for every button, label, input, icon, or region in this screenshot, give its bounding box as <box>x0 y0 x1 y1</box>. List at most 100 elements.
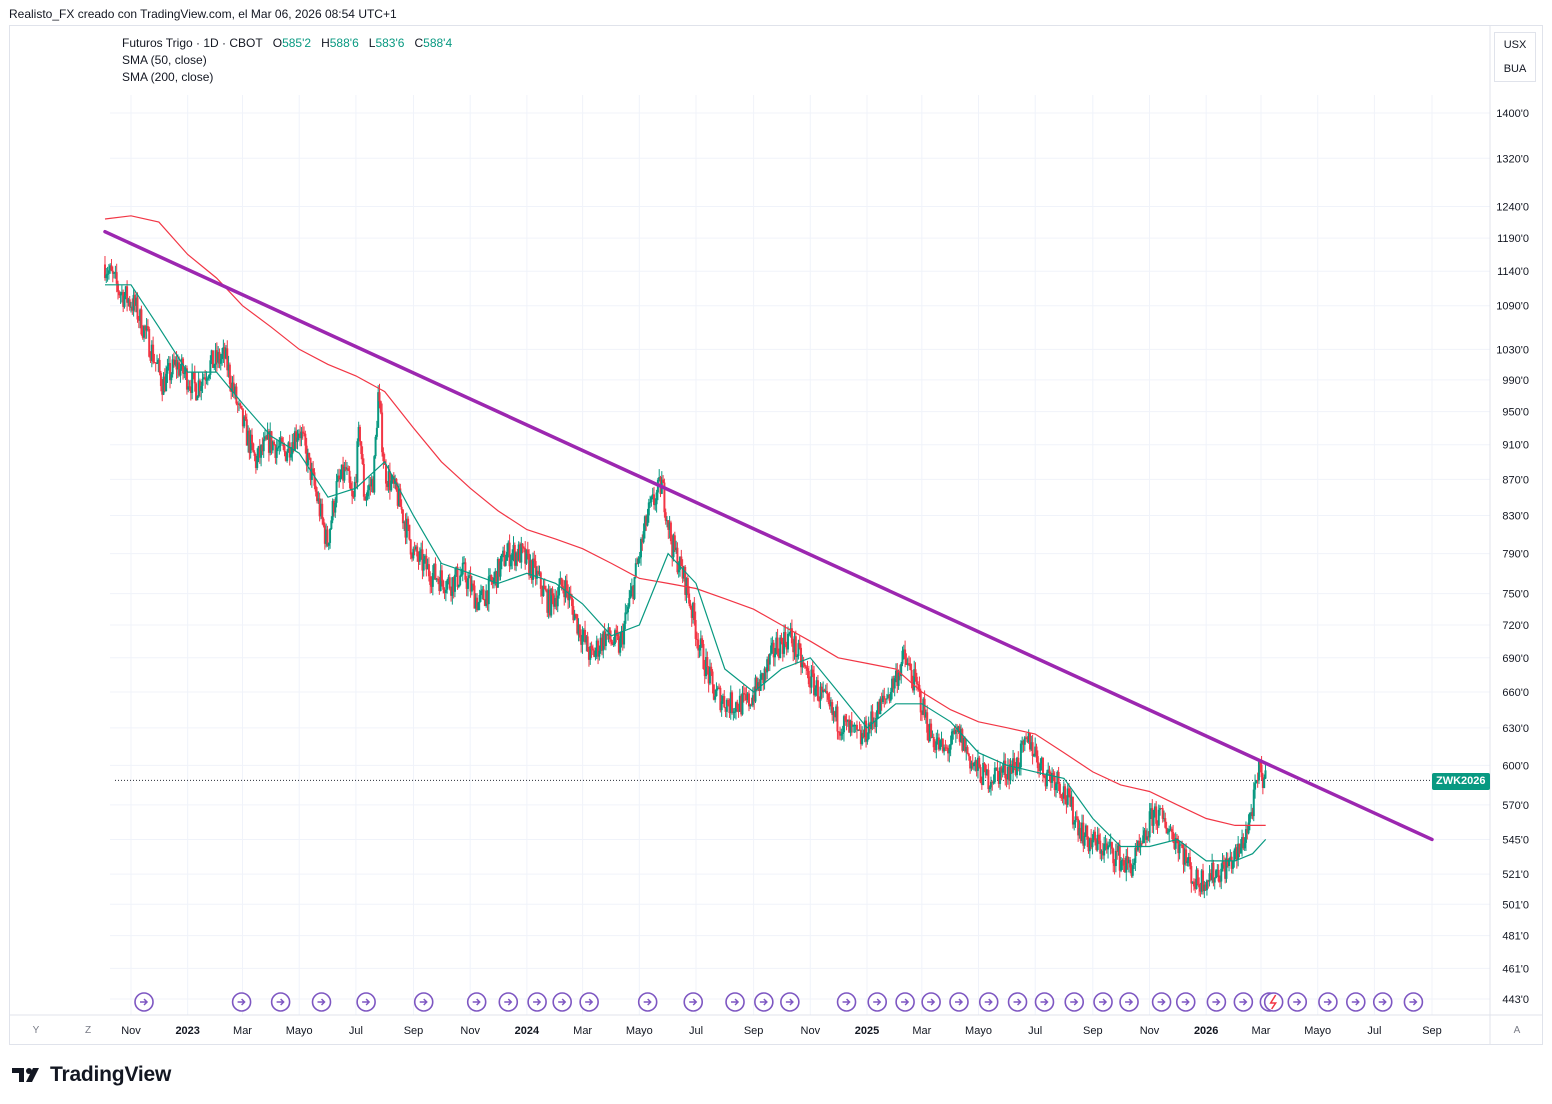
legend-sma50[interactable]: SMA (50, close) <box>122 53 207 67</box>
candle-up <box>759 674 762 691</box>
y-scale-button[interactable]: Y <box>32 1025 40 1036</box>
candle-down <box>684 566 687 595</box>
y-tick-label: 910'0 <box>1502 440 1529 452</box>
candle-down <box>600 637 603 651</box>
legend-sma200[interactable]: SMA (200, close) <box>122 70 214 84</box>
candle-up <box>286 452 289 461</box>
candle-down <box>153 362 156 364</box>
candle-up <box>1055 783 1058 791</box>
candle-down <box>937 737 940 750</box>
candle-down <box>690 608 693 618</box>
candle-down <box>921 712 924 715</box>
candle-down <box>490 575 493 582</box>
candle-down <box>348 470 351 483</box>
candle-up <box>353 481 356 497</box>
candle-up <box>962 737 965 751</box>
candle-up <box>771 642 774 646</box>
arrow-icon <box>1409 998 1418 1006</box>
candle-down <box>543 585 546 590</box>
candle-up <box>995 767 998 769</box>
candle-up <box>936 737 939 742</box>
candle-up <box>1250 812 1253 814</box>
high-label: H <box>321 36 330 50</box>
candle-up <box>801 662 804 668</box>
candle-down <box>820 686 823 693</box>
candle-down <box>816 680 819 701</box>
candle-up <box>960 729 963 742</box>
sma200-line[interactable] <box>104 215 1266 826</box>
candle-up <box>940 738 943 741</box>
candle-up <box>629 590 632 599</box>
y-tick-label: 570'0 <box>1502 800 1529 812</box>
candle-down <box>429 576 432 585</box>
candle-down <box>118 291 121 296</box>
candle-up <box>1174 838 1177 849</box>
candle-down <box>292 442 295 451</box>
dividend-event-icon[interactable] <box>1263 992 1284 1012</box>
chart-frame[interactable] <box>9 25 1543 1045</box>
candle-up <box>356 441 359 483</box>
candle-up <box>655 492 658 505</box>
y-tick-label: 720'0 <box>1502 620 1529 632</box>
y-tick-label: 950'0 <box>1502 407 1529 419</box>
candle-up <box>775 637 778 654</box>
candle-down <box>182 358 185 374</box>
candle-up <box>1263 778 1266 788</box>
candle-down <box>440 570 443 581</box>
trendline[interactable] <box>103 229 1434 842</box>
candle-down <box>805 666 808 669</box>
candle-up <box>1096 834 1099 850</box>
candle-up <box>1023 737 1026 745</box>
candle-up <box>468 575 471 579</box>
symbol-title[interactable]: Futuros Trigo · 1D · CBOT <box>122 36 263 50</box>
candle-down <box>1008 766 1011 781</box>
candle-down <box>427 564 430 577</box>
candle-up <box>260 445 263 458</box>
candle-down <box>1218 881 1221 883</box>
candle-up <box>1091 839 1094 848</box>
sma50-line[interactable] <box>105 284 1267 862</box>
candle-up <box>1229 856 1232 860</box>
candle-up <box>162 376 165 395</box>
currency-unit[interactable]: USX <box>1503 39 1527 51</box>
contract-unit[interactable]: BUA <box>1503 63 1527 75</box>
candle-down <box>1112 848 1115 864</box>
candle-down <box>997 771 1000 784</box>
candle-up <box>1133 862 1136 866</box>
candle-down <box>349 482 352 491</box>
candle-up <box>547 589 550 613</box>
candle-up <box>505 551 508 561</box>
candle-up <box>1234 847 1237 851</box>
candle-up <box>293 431 296 451</box>
candle-down <box>537 570 540 575</box>
candle-up <box>271 441 274 451</box>
candle-down <box>1028 732 1031 750</box>
candle-up <box>1056 771 1059 784</box>
candle-up <box>779 637 782 658</box>
candle-down <box>947 747 950 754</box>
candle-up <box>815 680 818 689</box>
candle-up <box>310 468 313 480</box>
arrow-icon <box>472 998 481 1006</box>
candle-down <box>1116 850 1119 852</box>
z-scale-button[interactable]: Z <box>84 1025 92 1036</box>
candle-up <box>1104 843 1107 845</box>
candle-down <box>673 535 676 551</box>
candle-up <box>857 729 860 731</box>
candle-down <box>1013 758 1016 768</box>
candle-down <box>740 695 743 715</box>
candle-down <box>344 466 347 470</box>
candle-up <box>330 520 333 529</box>
candle-up <box>213 364 216 368</box>
y-tick-label: 750'0 <box>1502 589 1529 601</box>
auto-scale-button[interactable]: A <box>1513 1025 1521 1036</box>
x-tick-label: Jul <box>1367 1025 1381 1037</box>
candle-down <box>727 699 730 706</box>
currency-unit-selector[interactable]: USX BUA <box>1494 32 1536 82</box>
candle-up <box>577 624 580 634</box>
tradingview-brand[interactable]: TradingView <box>12 1063 171 1087</box>
candle-up <box>130 306 132 308</box>
candle-down <box>909 663 912 670</box>
candle-up <box>623 623 626 645</box>
